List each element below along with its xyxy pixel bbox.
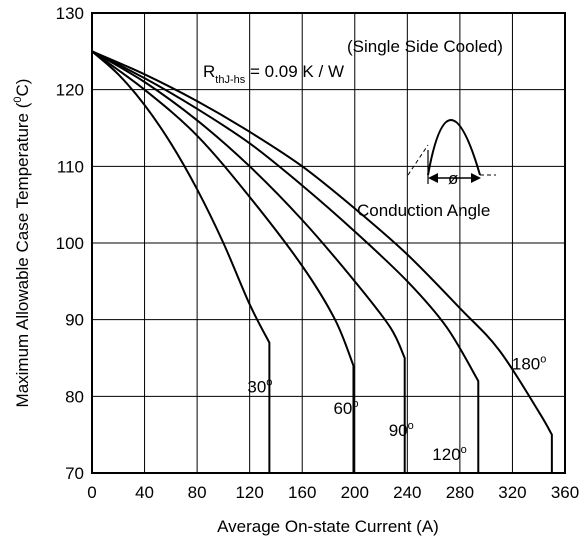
series-label-120: 120o [432, 444, 467, 464]
conduction-angle-label: Conduction Angle [357, 201, 490, 220]
y-tick-label-70: 70 [65, 464, 84, 483]
series-line-90-deg [91, 50, 406, 473]
series-label-180: 180o [512, 354, 546, 374]
x-tick-label-240: 240 [393, 483, 421, 502]
x-tick-label-40: 40 [135, 483, 154, 502]
series-line-30-deg [91, 50, 271, 473]
grid-lines [91, 12, 566, 474]
x-tick-label-160: 160 [288, 483, 316, 502]
y-axis-unit: C [13, 84, 32, 96]
y-axis-unit-sup: 0 [12, 96, 24, 102]
arrow-right-icon [471, 173, 481, 183]
rth-subscript: thJ-hs [215, 74, 245, 86]
x-tick-label-0: 0 [87, 483, 96, 502]
arrow-left-icon [428, 173, 438, 183]
x-axis-label: Average On-state Current (A) [217, 517, 439, 536]
y-tick-label-110: 110 [57, 157, 84, 176]
phi-symbol: ø [448, 169, 458, 188]
y-tick-label-100: 100 [56, 234, 84, 253]
y-tick-label-130: 130 [56, 4, 84, 23]
y-tick-label-90: 90 [65, 311, 84, 330]
x-tick-label-120: 120 [235, 483, 263, 502]
series-label-60: 60o [333, 398, 358, 418]
series-labels: 30o 60o 90o 120o 180o [247, 354, 546, 464]
y-axis-label: Maximum Allowable Case Temperature (0C) [12, 79, 32, 408]
series-line-120-deg [91, 50, 480, 473]
y-tick-label-120: 120 [56, 81, 84, 100]
y-tick-label-80: 80 [65, 387, 84, 406]
x-tick-label-320: 320 [498, 483, 526, 502]
rth-value: = 0.09 K / W [245, 62, 344, 81]
rth-symbol: R [203, 62, 215, 81]
dashed-lead-left [407, 144, 429, 176]
series-label-30: 30o [247, 377, 272, 397]
series-line-180-deg [91, 50, 553, 473]
y-axis-label-text: Maximum Allowable Case Temperature [13, 113, 32, 407]
series-label-90: 90o [389, 420, 414, 440]
x-tick-labels: 0 40 80 120 160 200 240 280 320 360 [87, 483, 579, 502]
x-tick-label-280: 280 [446, 483, 474, 502]
thermal-resistance-annotation: RthJ-hs = 0.09 K / W [203, 62, 344, 86]
half-sine-wave-icon [427, 119, 481, 176]
series-layer [91, 50, 553, 473]
x-tick-label-360: 360 [551, 483, 579, 502]
series-line-60-deg [91, 50, 355, 473]
x-tick-label-80: 80 [188, 483, 207, 502]
plot-frame [91, 12, 566, 474]
cooling-annotation: (Single Side Cooled) [347, 37, 503, 56]
conduction-angle-icon: ø Conduction Angle [357, 119, 496, 220]
y-tick-labels: 70 80 90 100 110 120 130 [56, 4, 84, 483]
x-tick-label-200: 200 [341, 483, 369, 502]
